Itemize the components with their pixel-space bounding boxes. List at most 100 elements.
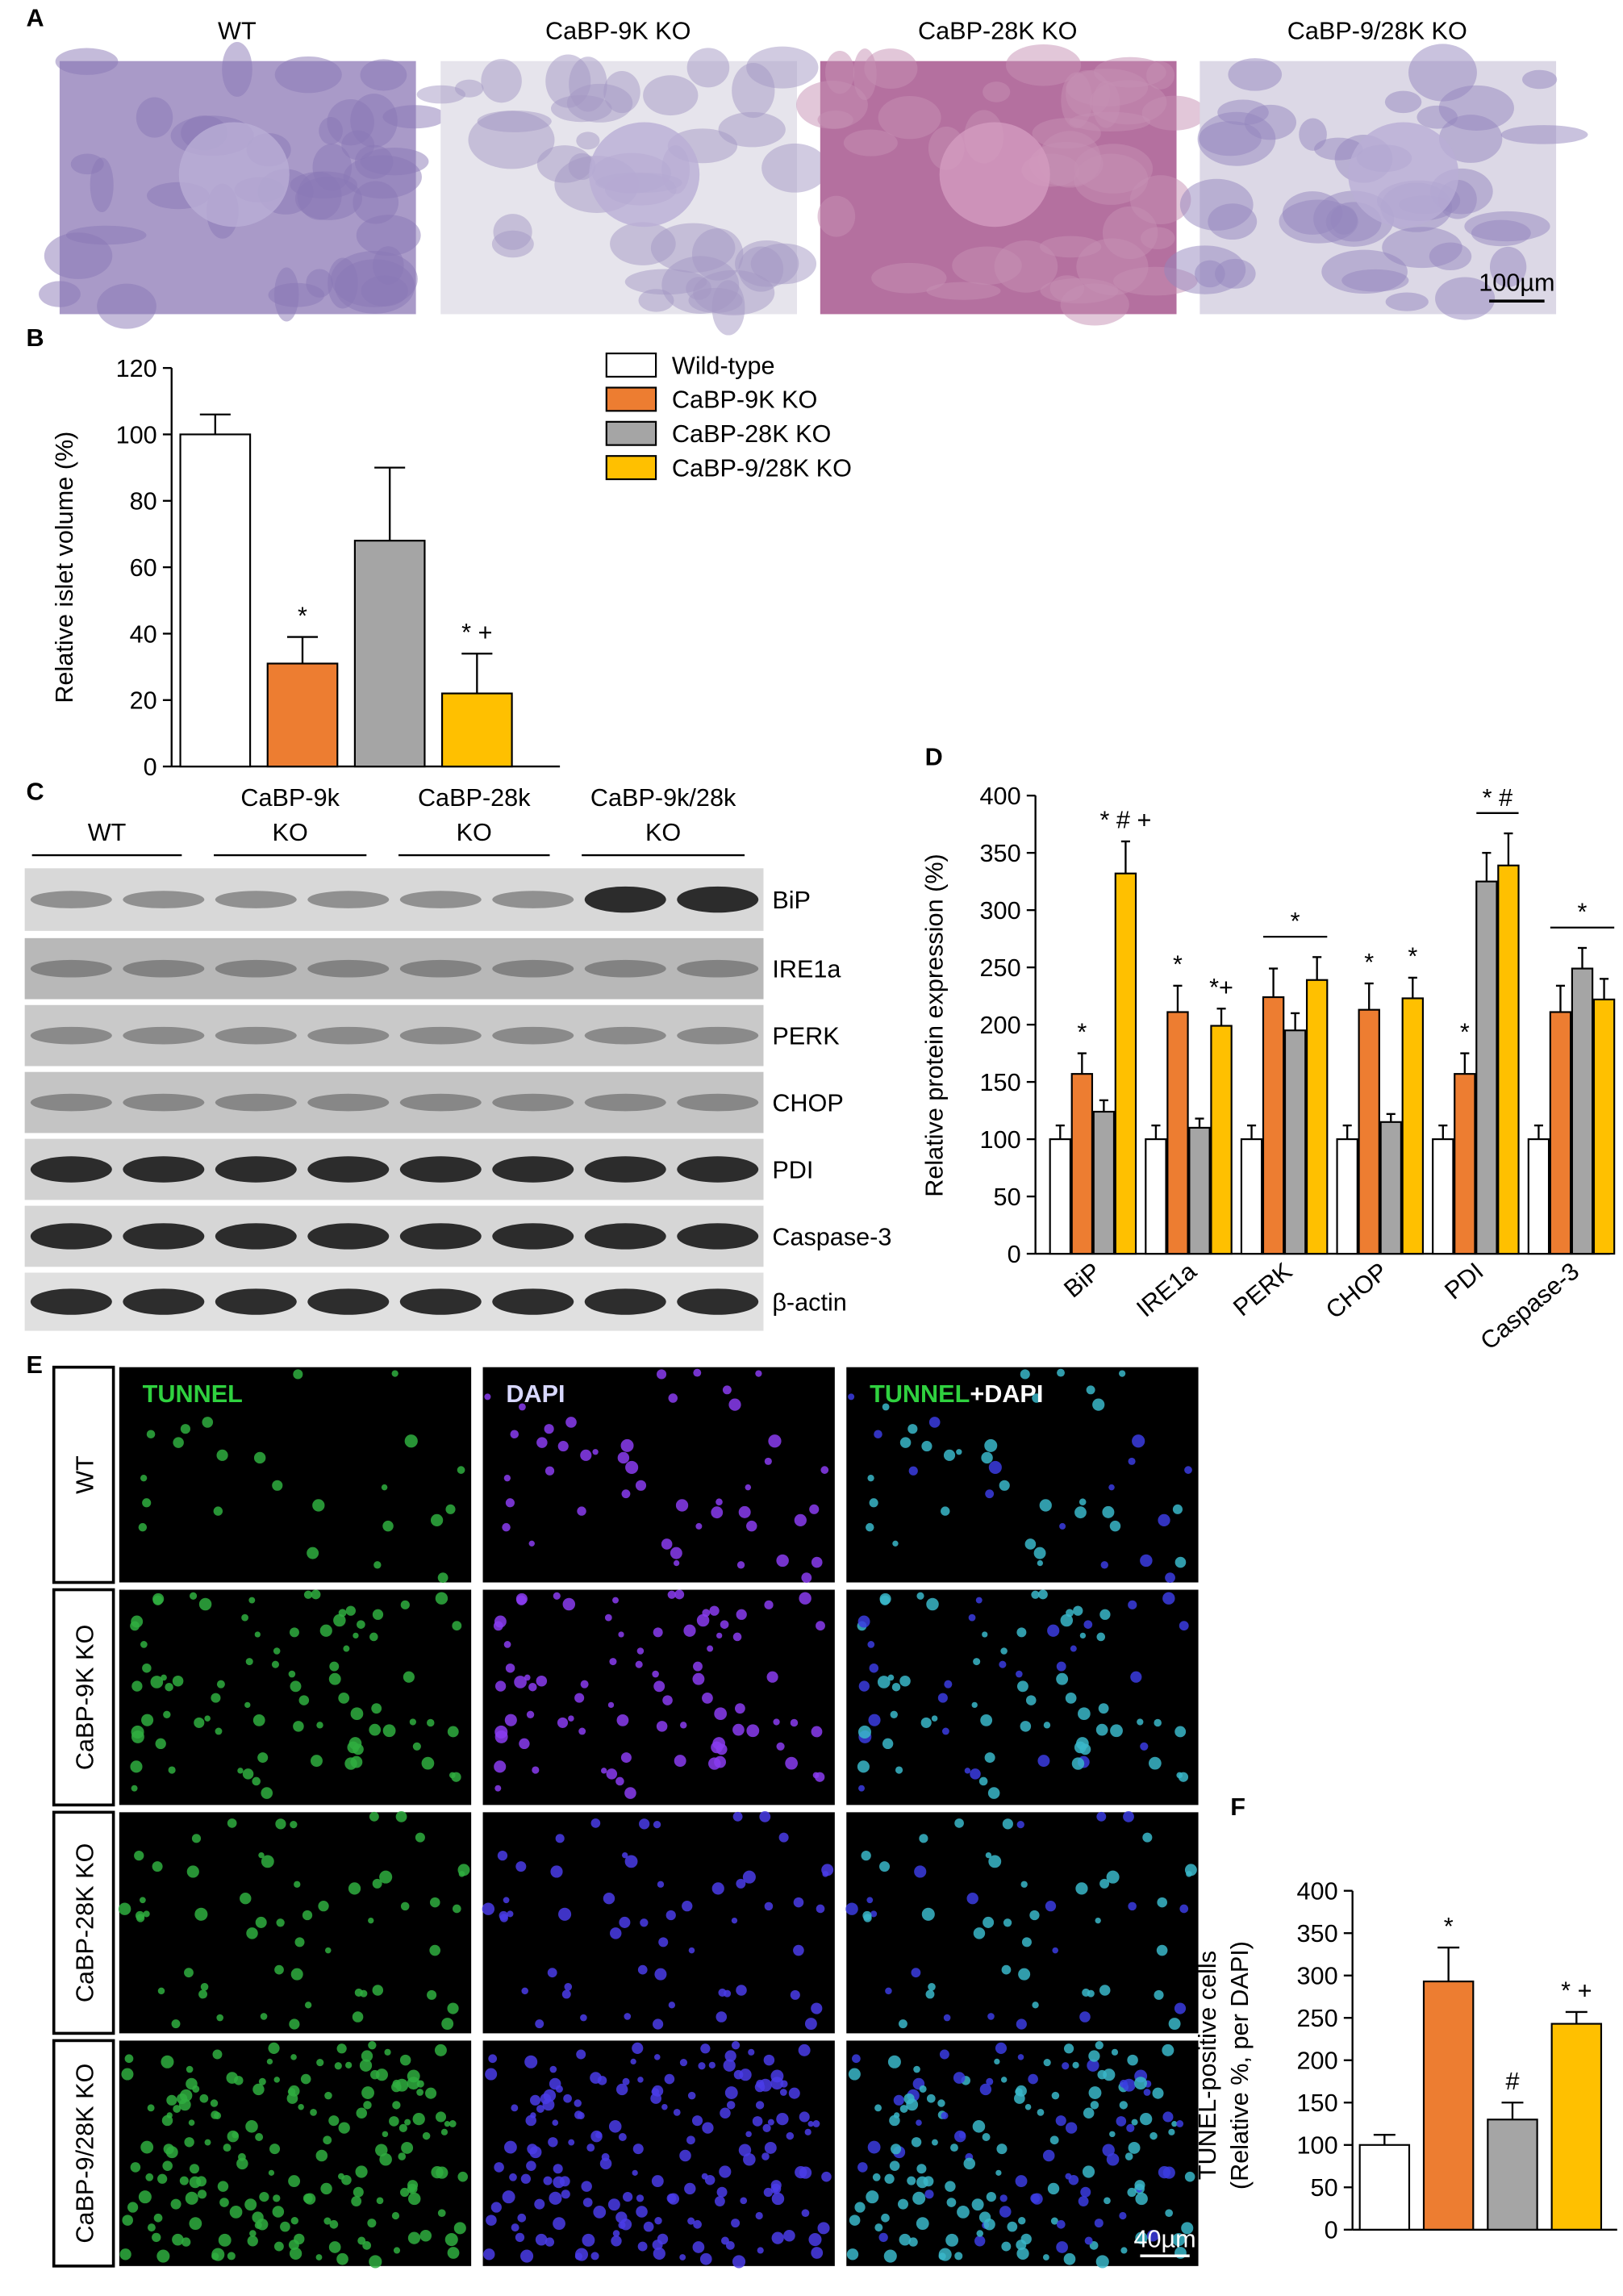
nucleus (1099, 1985, 1111, 1996)
nucleus (329, 2219, 339, 2229)
islet (589, 122, 700, 228)
nucleus (1099, 1609, 1111, 1620)
nucleus (372, 1878, 382, 1889)
bar (1422, 1981, 1475, 2231)
nucleus (517, 2213, 527, 2223)
nucleus (261, 1855, 274, 1868)
nucleus (503, 1475, 511, 1482)
bar (1070, 1073, 1094, 1255)
band (215, 1223, 297, 1250)
nucleus (131, 1615, 144, 1628)
nucleus (310, 2108, 317, 2116)
nucleus (1120, 2247, 1128, 2254)
nucleus (874, 2223, 883, 2232)
nucleus (941, 1727, 949, 1735)
nucleus (637, 1964, 648, 1975)
nucleus (608, 2120, 622, 2133)
nucleus (1172, 1504, 1183, 1514)
nucleus (529, 2094, 541, 2106)
nucleus (1132, 1434, 1145, 1448)
tissue (1032, 118, 1101, 149)
x-tick-label: CHOP (1321, 1258, 1393, 1325)
nucleus (122, 2215, 133, 2226)
protein-label: IRE1a (772, 956, 841, 983)
nucleus (1021, 1937, 1032, 1947)
nucleus (707, 1645, 714, 1652)
nucleus (636, 2206, 648, 2218)
nucleus (372, 1985, 384, 1996)
nucleus (1118, 1370, 1126, 1377)
nucleus (216, 1680, 225, 1689)
nucleus (502, 2190, 515, 2204)
band (123, 1026, 205, 1045)
nucleus (895, 1766, 903, 1774)
nucleus (1018, 1968, 1031, 1981)
nucleus (141, 1714, 154, 1726)
nucleus (253, 1451, 266, 1464)
nucleus (1168, 2018, 1181, 2031)
nucleus (139, 1897, 146, 1904)
nucleus (255, 1916, 267, 1928)
tissue (1489, 246, 1527, 287)
nucleus (618, 1631, 624, 1638)
nucleus (269, 2144, 281, 2155)
nucleus (580, 1680, 589, 1689)
nucleus (756, 2079, 765, 2088)
nucleus (957, 2206, 970, 2219)
nucleus (724, 2086, 738, 2100)
nucleus (547, 1968, 557, 1978)
nucleus (899, 1675, 911, 1687)
tissue (1228, 58, 1283, 91)
nucleus (928, 1983, 936, 1991)
nucleus (861, 1850, 871, 1861)
bar (1432, 1138, 1454, 1255)
nucleus (315, 2254, 323, 2261)
nucleus (298, 2103, 304, 2110)
nucleus (376, 2197, 384, 2205)
group-label: KO (645, 819, 681, 846)
nucleus (768, 1434, 782, 1448)
bar (1497, 864, 1520, 1255)
nucleus (985, 1489, 995, 1499)
nucleus (733, 2069, 744, 2080)
nucleus (1029, 1910, 1040, 1921)
nucleus (199, 2094, 209, 2103)
nucleus (898, 2198, 908, 2210)
panel-letter: E (26, 1351, 42, 1379)
y-axis-label: Relative islet volume (%) (51, 432, 78, 703)
nucleus (369, 2255, 382, 2269)
nucleus (794, 1513, 807, 1527)
nucleus (516, 1595, 527, 1605)
nucleus (986, 2192, 996, 2202)
nucleus (511, 2104, 519, 2112)
nucleus (138, 1522, 148, 1532)
islet (1348, 122, 1459, 228)
bar (1049, 1138, 1071, 1255)
nucleus (1171, 2121, 1178, 2127)
band (399, 891, 482, 908)
band (677, 1093, 759, 1112)
nucleus (290, 2217, 298, 2225)
nucleus (131, 1680, 143, 1692)
nucleus (866, 2190, 879, 2204)
band (307, 1156, 390, 1183)
nucleus (494, 1615, 507, 1628)
nucleus (1014, 2093, 1025, 2104)
tissue (319, 117, 343, 145)
nucleus (150, 1676, 164, 1689)
nucleus (274, 1964, 284, 1975)
nucleus (534, 2198, 545, 2210)
band (215, 959, 297, 978)
nucleus (548, 2137, 558, 2148)
nucleus (937, 2099, 945, 2107)
y-tick-label: 300 (1297, 1963, 1338, 1990)
nucleus (266, 2058, 273, 2065)
column-header: TUNNEL (143, 1380, 243, 1408)
nucleus (1043, 1722, 1051, 1729)
y-axis-label: Relative protein expression (%) (920, 854, 948, 1197)
y-tick-label: 0 (1325, 2217, 1338, 2244)
nucleus (170, 2198, 181, 2210)
nucleus (867, 1641, 875, 1648)
nucleus (891, 1682, 901, 1692)
nucleus (426, 1718, 435, 1727)
